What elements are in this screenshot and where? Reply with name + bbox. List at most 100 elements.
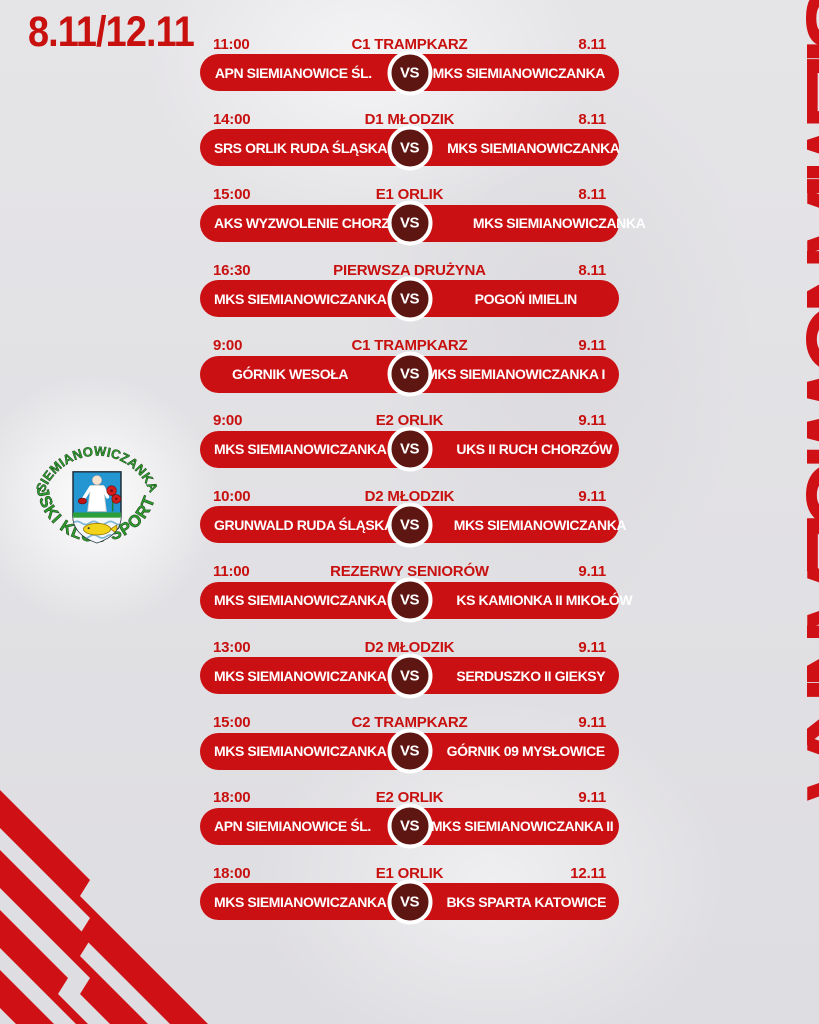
match-list: 11:00 C1 TRAMPKARZ 8.11 APN SIEMIANOWICE… [200,34,646,939]
vs-label: VS [399,516,420,534]
match-row: 16:30 PIERWSZA DRUŻYNA 8.11 MKS SIEMIANO… [200,260,619,322]
match-time: 18:00 [213,864,251,882]
page-title: 8.11/12.11 [28,8,195,56]
vs-label: VS [399,742,420,760]
home-team-name: MKS SIEMIANOWICZANKA [214,743,387,760]
home-team-name: SRS ORLIK RUDA ŚLĄSKA [214,139,388,156]
match-header: 11:00 C1 TRAMPKARZ 8.11 [200,34,619,54]
home-team-name: GÓRNIK WESOŁA [231,366,349,383]
match-date: 9.11 [578,487,606,505]
crest-fish [83,523,111,536]
match-time: 15:00 [213,714,251,732]
vs-label: VS [399,365,420,383]
match-time: 11:00 [213,563,250,581]
crest-figure-head [92,475,102,486]
match-date: 12.11 [570,864,606,882]
match-header: 18:00 E2 ORLIK 9.11 [200,788,619,808]
vs-badge: VS [387,276,432,322]
match-row: 14:00 D1 MŁODZIK 8.11 SRS ORLIK RUDA ŚLĄ… [200,109,620,171]
match-date: 8.11 [578,110,606,128]
match-pill: GÓRNIK WESOŁA VS MKS SIEMIANOWICZANKA I [200,351,619,397]
match-date: 9.11 [578,638,606,656]
away-team-name: POGOŃ IMIELIN [474,290,578,307]
match-category: E1 ORLIK [375,864,444,882]
match-header: 14:00 D1 MŁODZIK 8.11 [200,109,619,129]
match-row: 11:00 C1 TRAMPKARZ 8.11 APN SIEMIANOWICE… [200,34,619,95]
match-date: 9.11 [578,563,606,581]
away-team-name: UKS II RUCH CHORZÓW [456,441,613,458]
match-time: 9:00 [213,412,243,430]
match-pill: MKS SIEMIANOWICZANKA II VS UKS II RUCH C… [200,426,619,472]
vs-label: VS [399,139,420,157]
match-time: 10:00 [213,487,251,505]
vs-label: VS [399,64,420,81]
match-pill: MKS SIEMIANOWICZANKA II VS KS KAMIONKA I… [200,577,633,623]
home-team-name: APN SIEMIANOWICE ŚL. [214,818,371,835]
match-pill: AKS WYZWOLENIE CHORZÓW VS MKS SIEMIANOWI… [200,200,646,246]
match-header: 15:00 E1 ORLIK 8.11 [200,185,619,205]
match-pill: APN SIEMIANOWICE ŚL. VS MKS SIEMIANOWICZ… [200,803,619,849]
match-pill: MKS SIEMIANOWICZANKA II VS SERDUSZKO II … [200,653,619,699]
match-pill: MKS SIEMIANOWICZANKA VS POGOŃ IMIELIN [200,276,619,322]
vs-badge: VS [387,351,432,397]
home-team-name: MKS SIEMIANOWICZANKA II [214,592,397,609]
match-category: E2 ORLIK [375,789,444,807]
match-row: 11:00 REZERWY SENIORÓW 9.11 MKS SIEMIANO… [200,562,633,623]
match-header: 9:00 C1 TRAMPKARZ 9.11 [200,336,619,356]
match-header: 15:00 C2 TRAMPKARZ 9.11 [200,713,619,733]
match-pill: MKS SIEMIANOWICZANKA VS BKS SPARTA KATOW… [200,879,619,925]
vs-badge: VS [387,653,432,699]
away-team-name: MKS SIEMIANOWICZANKA [447,139,620,156]
match-category: D2 MŁODZIK [364,487,455,505]
match-header: 16:30 PIERWSZA DRUŻYNA 8.11 [200,260,619,280]
vs-label: VS [399,591,420,609]
match-header: 10:00 D2 MŁODZIK 9.11 [200,486,619,506]
match-pill: GRUNWALD RUDA ŚLĄSKA VS MKS SIEMIANOWICZ… [200,502,627,548]
match-header: 9:00 E2 ORLIK 9.11 [200,411,619,431]
vs-badge: VS [387,50,432,95]
away-team-name: MKS SIEMIANOWICZANKA [432,64,606,81]
match-time: 13:00 [213,638,251,656]
match-time: 11:00 [213,35,250,53]
match-date: 8.11 [578,186,606,204]
match-row: 10:00 D2 MŁODZIK 9.11 GRUNWALD RUDA ŚLĄS… [200,486,627,548]
away-team-name: SERDUSZKO II GIEKSY [456,667,606,684]
match-pill: APN SIEMIANOWICE ŚL. VS MKS SIEMIANOWICZ… [200,50,619,95]
match-row: 18:00 E1 ORLIK 12.11 MKS SIEMIANOWICZANK… [200,863,619,925]
home-team-name: MKS SIEMIANOWICZANKA II [214,441,397,458]
match-row: 18:00 E2 ORLIK 9.11 APN SIEMIANOWICE ŚL.… [200,788,619,849]
match-category: C1 TRAMPKARZ [351,35,468,53]
diagonal-stripes [0,790,208,1024]
match-date: 9.11 [578,789,606,807]
vs-badge: VS [387,879,432,925]
home-team-name: GRUNWALD RUDA ŚLĄSKA [214,516,394,533]
match-time: 18:00 [213,789,251,807]
match-header: 18:00 E1 ORLIK 12.11 [200,863,619,883]
match-category: C1 TRAMPKARZ [351,337,468,355]
match-row: 9:00 E2 ORLIK 9.11 MKS SIEMIANOWICZANKA … [200,411,619,472]
vs-badge: VS [387,426,432,472]
match-date: 9.11 [578,337,606,355]
match-category: REZERWY SENIORÓW [330,563,489,581]
match-pill: MKS SIEMIANOWICZANKA VS GÓRNIK 09 MYSŁOW… [200,728,619,774]
side-vertical-text: SIEMIANOWICZANKA [786,0,819,792]
match-category: D1 MŁODZIK [364,110,455,128]
away-team-name: MKS SIEMIANOWICZANKA II [430,818,614,835]
match-time: 9:00 [213,337,243,355]
crest-ground [73,512,121,518]
away-team-name: MKS SIEMIANOWICZANKA I [426,366,605,383]
match-row: 15:00 E1 ORLIK 8.11 AKS WYZWOLENIE CHORZ… [200,185,646,246]
vs-label: VS [399,290,420,308]
match-date: 9.11 [578,714,606,732]
vs-badge: VS [387,728,432,774]
match-header: 11:00 REZERWY SENIORÓW 9.11 [200,562,619,582]
vs-label: VS [399,440,420,458]
vs-badge: VS [387,125,432,171]
away-team-name: MKS SIEMIANOWICZANKA [472,215,646,232]
match-category: E2 ORLIK [375,412,444,430]
match-row: 9:00 C1 TRAMPKARZ 9.11 GÓRNIK WESOŁA VS … [200,336,619,397]
vs-label: VS [399,893,420,911]
home-team-name: MKS SIEMIANOWICZANKA [214,893,387,910]
match-time: 15:00 [213,186,251,204]
